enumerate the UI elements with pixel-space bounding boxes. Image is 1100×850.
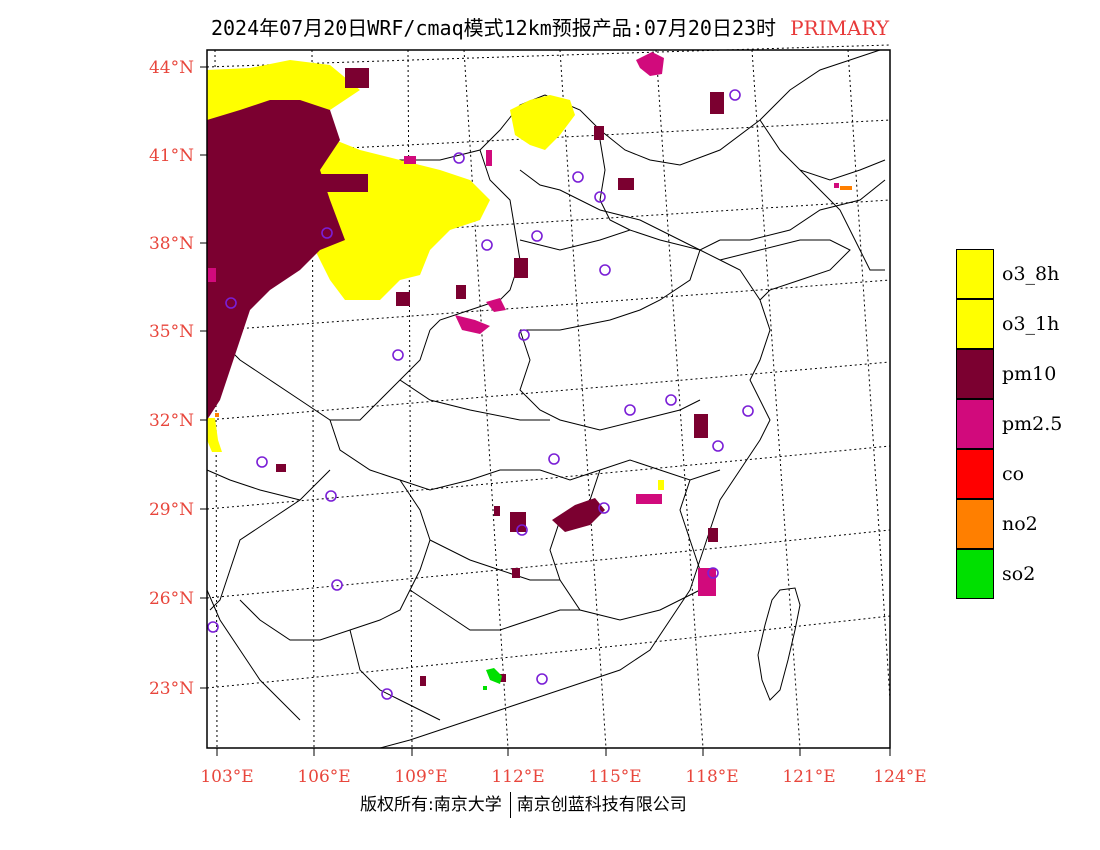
legend-item-o3-8h: o3_8h <box>956 249 1086 299</box>
legend-swatch <box>956 249 994 299</box>
legend-item-pm10: pm10 <box>956 349 1086 399</box>
copyright-footer: 版权所有:南京大学 南京创蓝科技有限公司 <box>360 790 687 818</box>
no2-areas <box>215 186 852 417</box>
lon-label: 118°E <box>685 767 738 787</box>
copyright-owner: 版权所有:南京大学 <box>360 795 502 815</box>
pm25-areas <box>208 52 839 596</box>
legend-swatch <box>956 299 994 349</box>
map-title: 2024年07月20日WRF/cmaq模式12km预报产品:07月20日23时 P… <box>0 12 1100 41</box>
tick-marks <box>200 66 891 756</box>
legend-item-so2: so2 <box>956 549 1086 599</box>
coastline <box>379 169 771 749</box>
legend-label: so2 <box>1002 563 1036 585</box>
title-text: 2024年07月20日WRF/cmaq模式12km预报产品:07月20日23时 <box>210 16 777 40</box>
lat-label: 44°N <box>149 58 194 78</box>
latitude-labels: 44°N 41°N 38°N 35°N 32°N 29°N 26°N 23°N <box>149 58 194 699</box>
lat-label: 32°N <box>149 411 194 431</box>
lon-label: 124°E <box>873 767 926 787</box>
lat-label: 26°N <box>149 589 194 609</box>
lat-label: 23°N <box>149 679 194 699</box>
lon-label: 103°E <box>200 767 253 787</box>
legend-label: o3_8h <box>1002 263 1060 285</box>
lat-label: 35°N <box>149 322 194 342</box>
lon-label: 106°E <box>297 767 350 787</box>
map-frame <box>206 49 891 749</box>
title-tag: PRIMARY <box>790 16 890 40</box>
lat-label: 29°N <box>149 500 194 520</box>
legend-label: pm10 <box>1002 363 1057 385</box>
taiwan-island <box>757 587 801 701</box>
korea-coast <box>799 169 885 271</box>
pm10-areas <box>207 68 724 686</box>
legend-swatch <box>956 549 994 599</box>
legend-item-no2: no2 <box>956 499 1086 549</box>
lat-label: 38°N <box>149 234 194 254</box>
lat-label: 41°N <box>149 146 194 166</box>
legend-item-o3-1h: o3_1h <box>956 299 1086 349</box>
legend-item-pm25: pm2.5 <box>956 399 1086 449</box>
pollutant-legend: o3_8h o3_1h pm10 pm2.5 co no2 so2 <box>956 249 1086 599</box>
lon-label: 112°E <box>491 767 544 787</box>
station-markers <box>207 89 754 700</box>
legend-label: no2 <box>1002 513 1038 535</box>
legend-label: pm2.5 <box>1002 413 1063 435</box>
so2-areas <box>483 668 502 690</box>
legend-item-co: co <box>956 449 1086 499</box>
lon-label: 121°E <box>782 767 835 787</box>
legend-swatch <box>956 449 994 499</box>
legend-label: co <box>1002 463 1025 485</box>
o3-areas <box>207 60 664 490</box>
lon-label: 115°E <box>588 767 641 787</box>
legend-label: o3_1h <box>1002 313 1060 335</box>
longitude-labels: 103°E 106°E 109°E 112°E 115°E 118°E 121°… <box>200 767 926 787</box>
legend-swatch <box>956 399 994 449</box>
legend-swatch <box>956 349 994 399</box>
lon-label: 109°E <box>394 767 447 787</box>
shandong-peninsula <box>719 239 851 301</box>
copyright-company: 南京创蓝科技有限公司 <box>516 795 687 815</box>
legend-swatch <box>956 499 994 549</box>
footer-divider <box>509 792 511 818</box>
pollution-layer <box>207 52 852 690</box>
